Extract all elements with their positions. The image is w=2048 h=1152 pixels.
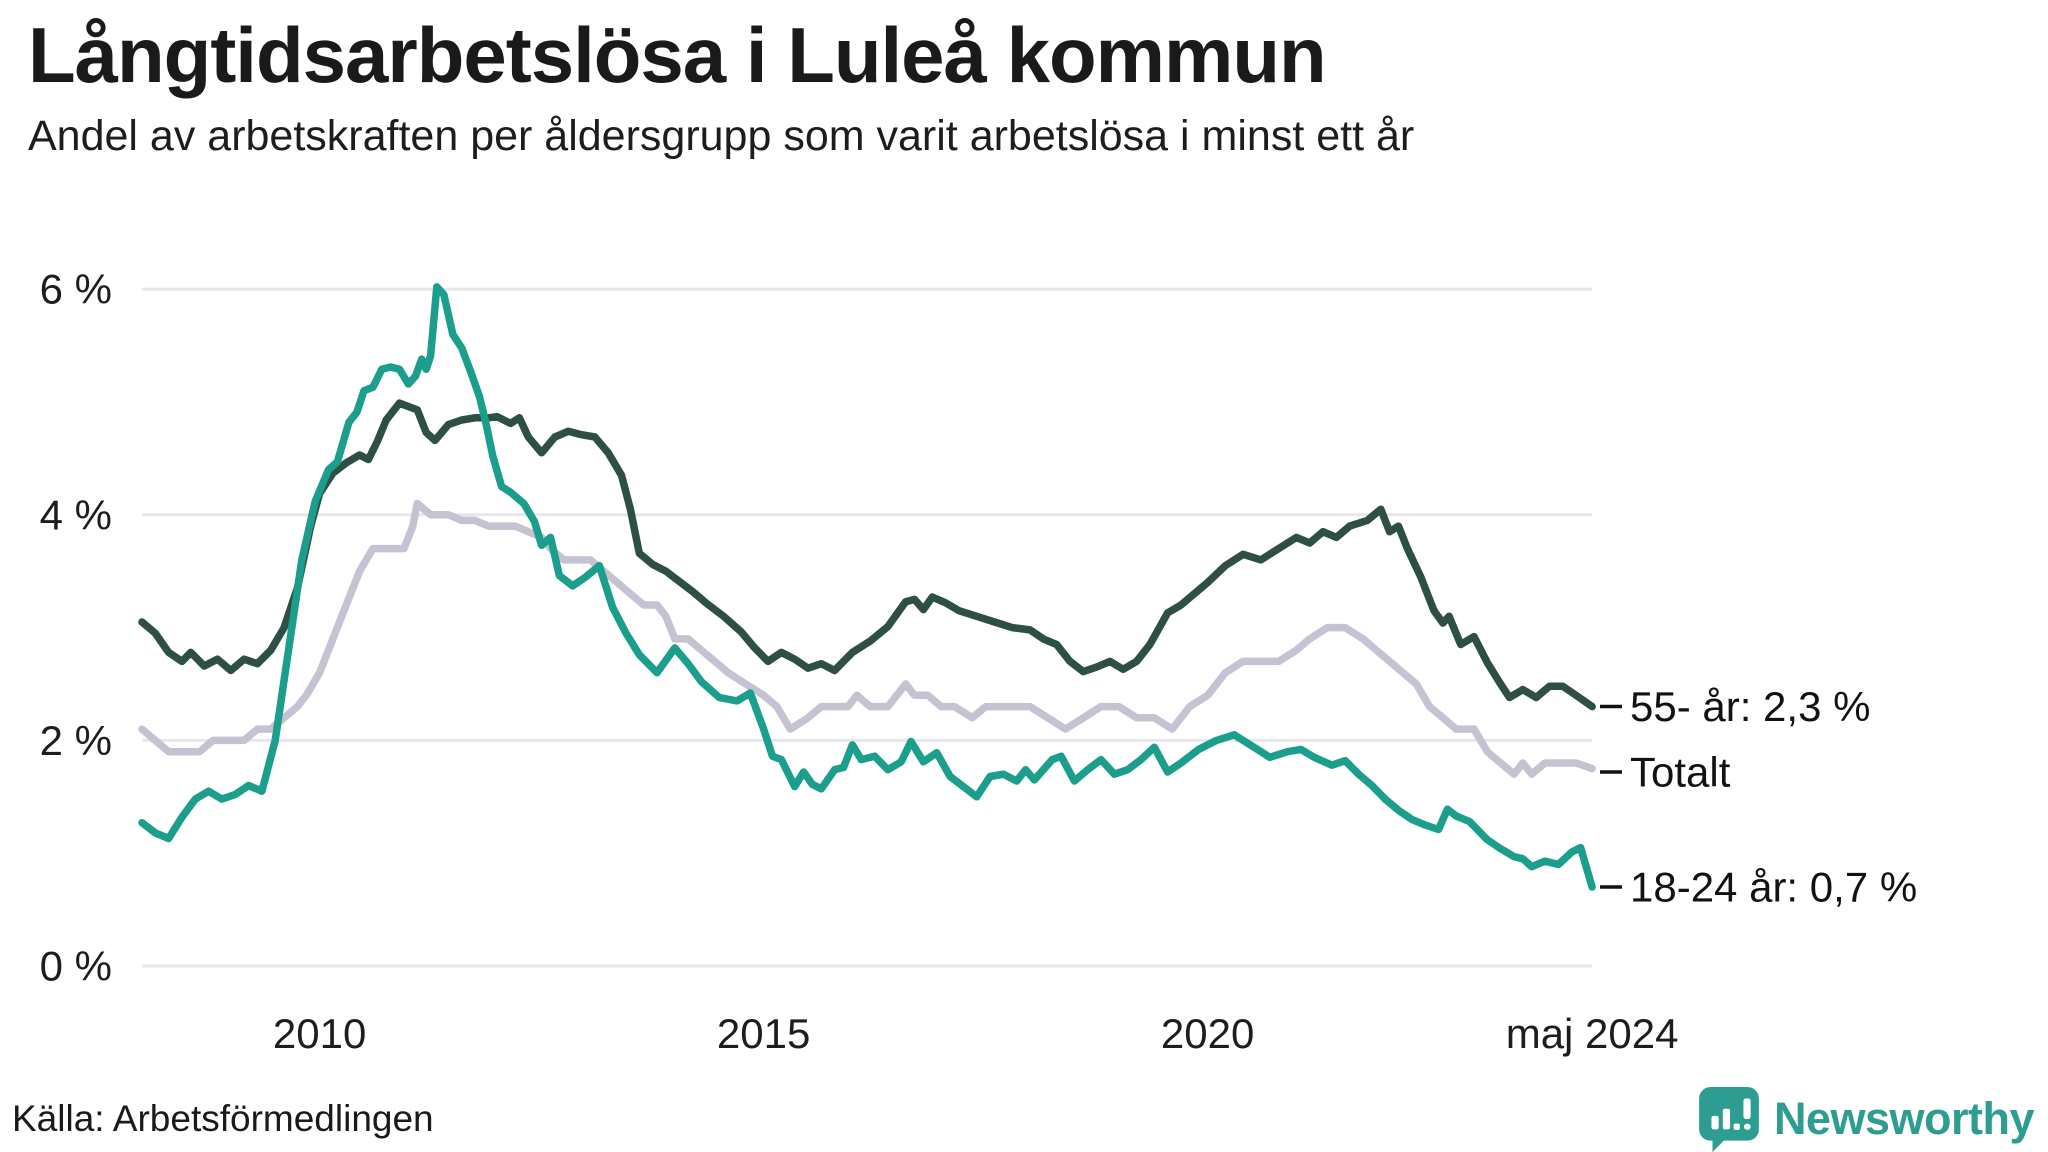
series-line-18-24 (138, 283, 1596, 891)
series-line-55 (138, 399, 1596, 711)
y-tick-label: 2 % (40, 717, 112, 764)
x-tick-label: 2020 (1161, 1010, 1254, 1057)
y-tick-label: 0 % (40, 943, 112, 990)
series-end-label: 55- år: 2,3 % (1630, 683, 1870, 730)
page-title: Långtidsarbetslösa i Luleå kommun (28, 11, 1327, 99)
bar-chart-speech-bubble-icon (1699, 1087, 1759, 1152)
series-end-label: 18-24 år: 0,7 % (1630, 864, 1917, 911)
series-end-label: Totalt (1630, 748, 1731, 795)
series-line-totalt (138, 499, 1596, 778)
newsworthy-logo: Newsworthy (1698, 1086, 2035, 1152)
x-tick-label: maj 2024 (1506, 1010, 1679, 1057)
y-tick-label: 4 % (40, 491, 112, 538)
x-tick-label: 2010 (273, 1010, 366, 1057)
newsworthy-wordmark: Newsworthy (1773, 1093, 2035, 1144)
x-tick-label: 2015 (717, 1010, 810, 1057)
chart-subtitle: Andel av arbetskraften per åldersgrupp s… (28, 112, 1415, 160)
y-tick-label: 6 % (40, 266, 112, 313)
source-note: Källa: Arbetsförmedlingen (12, 1098, 434, 1139)
